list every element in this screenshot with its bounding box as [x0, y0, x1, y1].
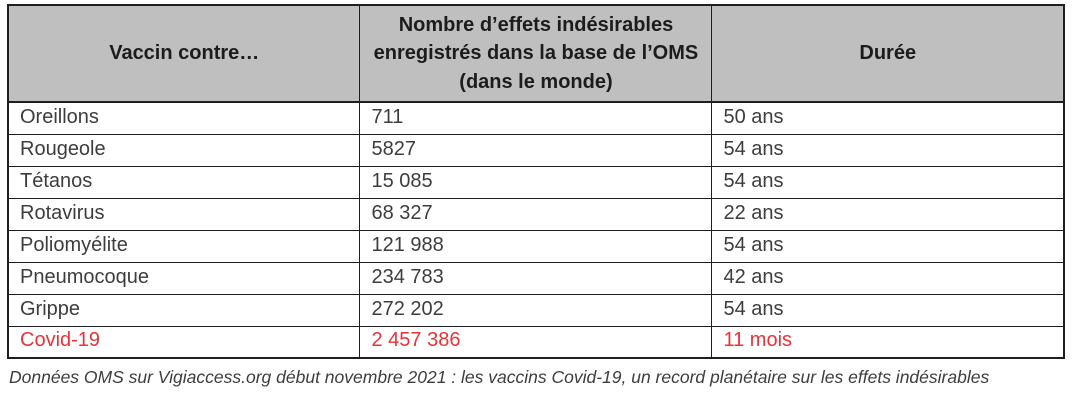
header-label-count: Nombre d’effets indésirables enregistrés…: [373, 13, 699, 93]
vaccine-name-cell: Rotavirus: [7, 197, 361, 231]
vaccine-name-cell: Oreillons: [7, 101, 361, 135]
count-cell: 2 457 386: [359, 325, 713, 359]
duration-cell: 11 mois: [711, 325, 1065, 359]
vaccine-name-cell: Poliomyélite: [7, 229, 361, 263]
header-cell-count: Nombre d’effets indésirables enregistrés…: [359, 4, 713, 103]
table-row: Tétanos 15 085 54 ans: [7, 165, 1065, 199]
duration-cell: 54 ans: [711, 133, 1065, 167]
header-label-vaccine: Vaccin contre…: [109, 42, 260, 65]
duration-cell: 22 ans: [711, 197, 1065, 231]
table-row: Oreillons 711 50 ans: [7, 101, 1065, 135]
header-label-duration: Durée: [859, 42, 917, 65]
count-cell: 121 988: [359, 229, 713, 263]
table-row-covid19-highlighted: Covid-19 2 457 386 11 mois: [7, 325, 1065, 359]
table-row: Rotavirus 68 327 22 ans: [7, 197, 1065, 231]
table-header: Vaccin contre… Nombre d’effets indésirab…: [7, 4, 1065, 103]
duration-cell: 42 ans: [711, 261, 1065, 295]
count-cell: 272 202: [359, 293, 713, 327]
vaccine-name-cell: Covid-19: [7, 325, 361, 359]
vaccine-name-cell: Rougeole: [7, 133, 361, 167]
vaccine-name-cell: Pneumocoque: [7, 261, 361, 295]
page: Vaccin contre… Nombre d’effets indésirab…: [7, 4, 1065, 387]
header-cell-duration: Durée: [711, 4, 1065, 103]
table-row: Poliomyélite 121 988 54 ans: [7, 229, 1065, 263]
table-row: Rougeole 5827 54 ans: [7, 133, 1065, 167]
source-caption: Données OMS sur Vigiaccess.org début nov…: [9, 367, 990, 387]
vaccine-name-cell: Grippe: [7, 293, 361, 327]
count-cell: 5827: [359, 133, 713, 167]
count-cell: 68 327: [359, 197, 713, 231]
header-row: Vaccin contre… Nombre d’effets indésirab…: [7, 4, 1065, 103]
count-cell: 15 085: [359, 165, 713, 199]
table-row: Grippe 272 202 54 ans: [7, 293, 1065, 327]
duration-cell: 54 ans: [711, 229, 1065, 263]
duration-cell: 54 ans: [711, 293, 1065, 327]
table-row: Pneumocoque 234 783 42 ans: [7, 261, 1065, 295]
vaccine-side-effects-table: Vaccin contre… Nombre d’effets indésirab…: [7, 4, 1065, 359]
duration-cell: 54 ans: [711, 165, 1065, 199]
count-cell: 711: [359, 101, 713, 135]
vaccine-name-cell: Tétanos: [7, 165, 361, 199]
header-cell-vaccine: Vaccin contre…: [7, 4, 361, 103]
duration-cell: 50 ans: [711, 101, 1065, 135]
count-cell: 234 783: [359, 261, 713, 295]
table-body: Oreillons 711 50 ans Rougeole 5827 54 an…: [7, 101, 1065, 359]
